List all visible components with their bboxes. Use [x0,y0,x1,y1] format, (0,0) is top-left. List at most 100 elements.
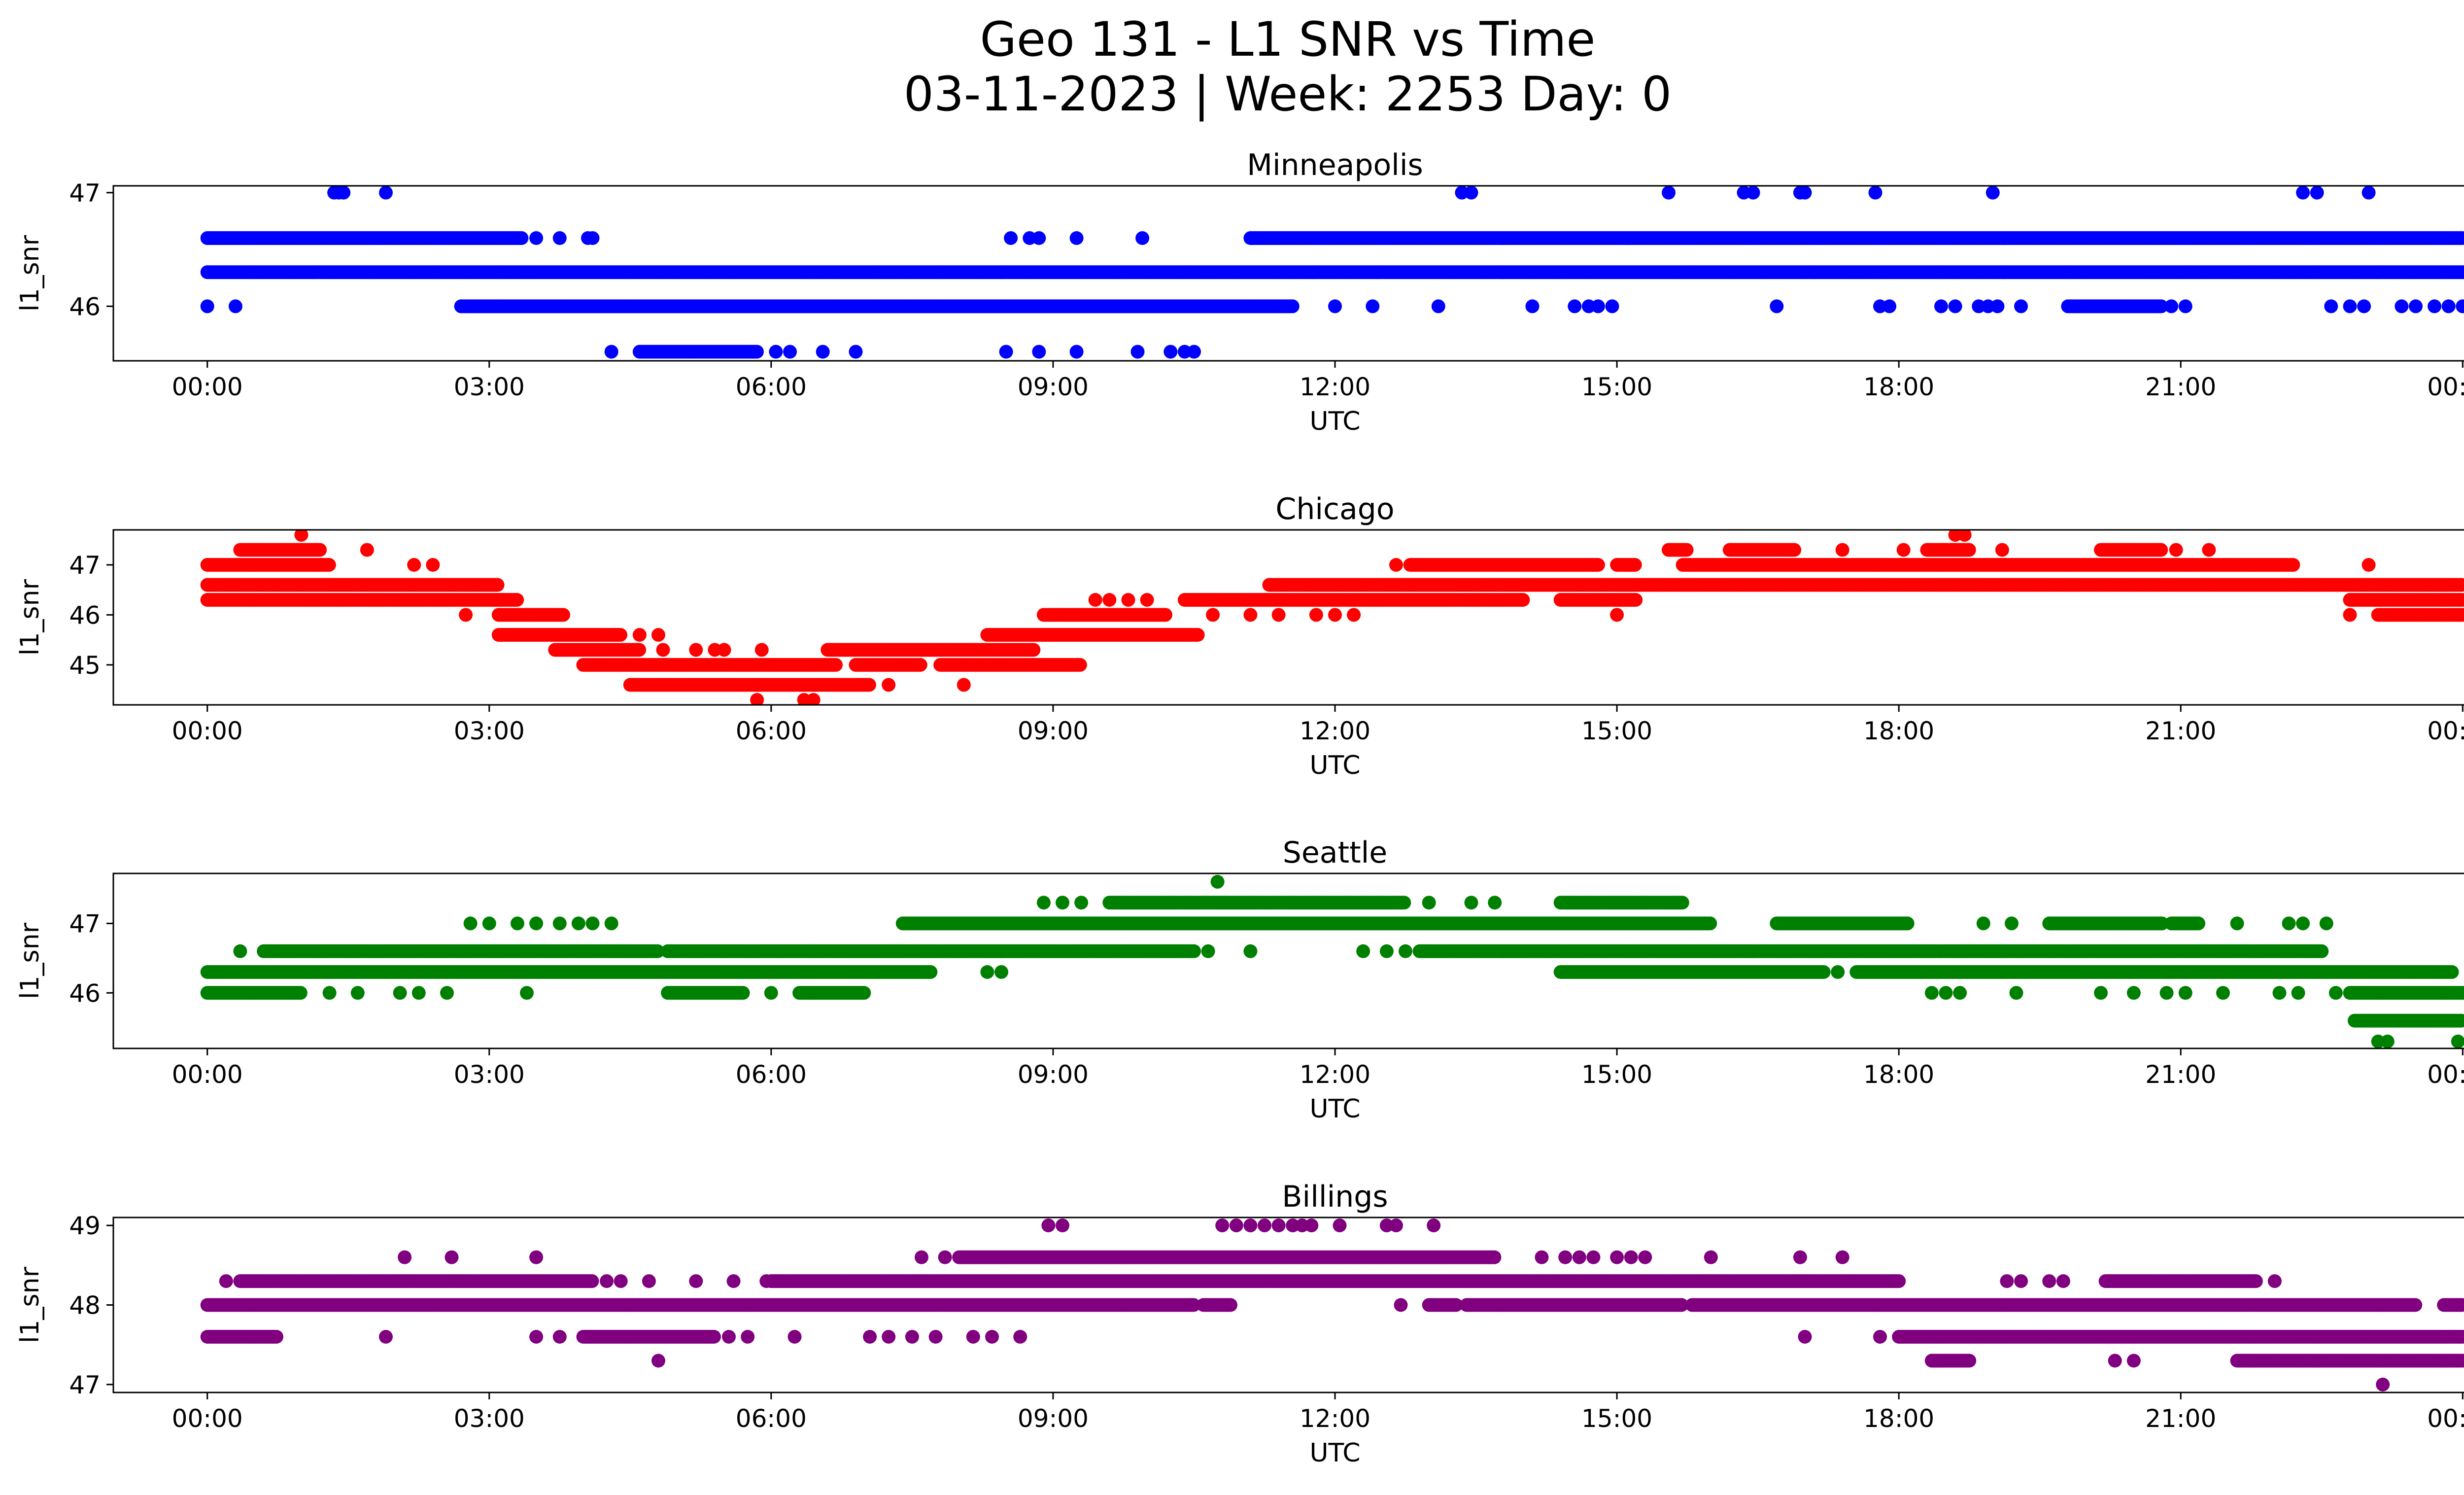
data-point [2286,558,2300,572]
data-point [552,231,567,245]
x-tick-label: 09:00 [1018,373,1089,401]
data-point [1957,530,1972,542]
data-point [1032,345,1046,359]
data-point [426,558,440,572]
data-point [2310,186,2324,200]
data-point [1679,543,1694,557]
data-point [1069,231,1084,245]
data-point [1798,186,1812,200]
data-point [1525,299,1540,313]
data-point [1605,299,1619,313]
data-point [2296,186,2310,200]
x-axis-label: UTC [1309,407,1360,436]
data-point [1868,186,1882,200]
data-point [322,558,336,572]
data-point [1882,299,1897,313]
data-point [2455,231,2464,245]
data-point [2428,299,2442,313]
data-point [1934,299,1948,313]
data-point [1431,299,1445,313]
data-point [1995,543,2009,557]
data-point [1187,345,1201,359]
data-point [407,558,421,572]
x-tick-label: 21:00 [2145,373,2216,401]
subplot-title: Chicago [1275,492,1394,526]
data-point [2343,299,2357,313]
data-point [2324,299,2338,313]
data-point [1628,558,1642,572]
data-point [1285,299,1300,313]
subplot-title: Minneapolis [1247,148,1423,182]
data-point [1962,543,1976,557]
data-point [1591,299,1605,313]
data-point [1662,186,1676,200]
data-point [2154,543,2168,557]
data-point [1130,345,1145,359]
data-point [2361,558,2376,572]
data-point [769,345,783,359]
data-point [1568,299,1582,313]
x-tick-label: 03:00 [454,373,525,401]
data-point [529,231,544,245]
x-tick-label: 00:00 [172,373,243,401]
data-point [337,186,351,200]
y-axis-label: l1_snr [15,235,45,312]
data-point [2202,543,2216,557]
x-tick-label: 00:00 [2427,373,2464,401]
data-point [2441,299,2456,313]
data-point [490,578,505,592]
data-point [1990,299,2005,313]
x-tick-label: 12:00 [1300,373,1370,401]
data-point [1389,558,1403,572]
data-point [2357,299,2371,313]
data-point [228,299,242,313]
data-point [1770,299,1784,313]
data-point [2409,299,2423,313]
data-points [200,186,2464,359]
data-point [816,345,830,359]
data-point [604,345,618,359]
data-point [999,345,1013,359]
data-point [1032,231,1046,245]
data-point [2395,299,2409,313]
data-point [585,231,600,245]
data-point [1896,543,1911,557]
data-point [1948,299,1962,313]
data-point [2456,265,2464,279]
data-point [849,345,863,359]
data-point [313,543,327,557]
data-point [1746,186,1760,200]
x-tick-label: 15:00 [1581,373,1652,401]
data-point [1835,543,1849,557]
data-point [1985,186,2000,200]
data-point [2361,186,2376,200]
data-point [1164,345,1178,359]
data-point [294,530,308,542]
data-point [1464,186,1478,200]
figure-title: Geo 131 - L1 SNR vs Time [980,12,1596,67]
x-tick-label: 06:00 [736,373,807,401]
data-point [379,186,393,200]
data-point [2456,299,2464,313]
data-point [2154,299,2168,313]
data-point [514,231,529,245]
data-point [1366,299,1380,313]
data-point [1787,543,1802,557]
data-point [1069,345,1084,359]
data-point [1135,231,1150,245]
figure-subtitle: 03-11-2023 | Week: 2253 Day: 0 [903,67,1672,122]
subplot-minneapolis: Minneapolis 00:00 03:00 06:00 09:00 12:00 15:0… [15,148,2464,436]
data-point [1004,231,1018,245]
data-point [2164,299,2179,313]
data-point [200,299,214,313]
data-point [1328,299,1342,313]
data-point [2178,299,2192,313]
data-point [2014,299,2028,313]
x-tick-label: 18:00 [1863,373,1934,401]
y-tick-label: 47 [69,179,101,208]
data-point [750,345,764,359]
data-points [200,530,2464,705]
y-tick-label: 46 [69,292,101,321]
